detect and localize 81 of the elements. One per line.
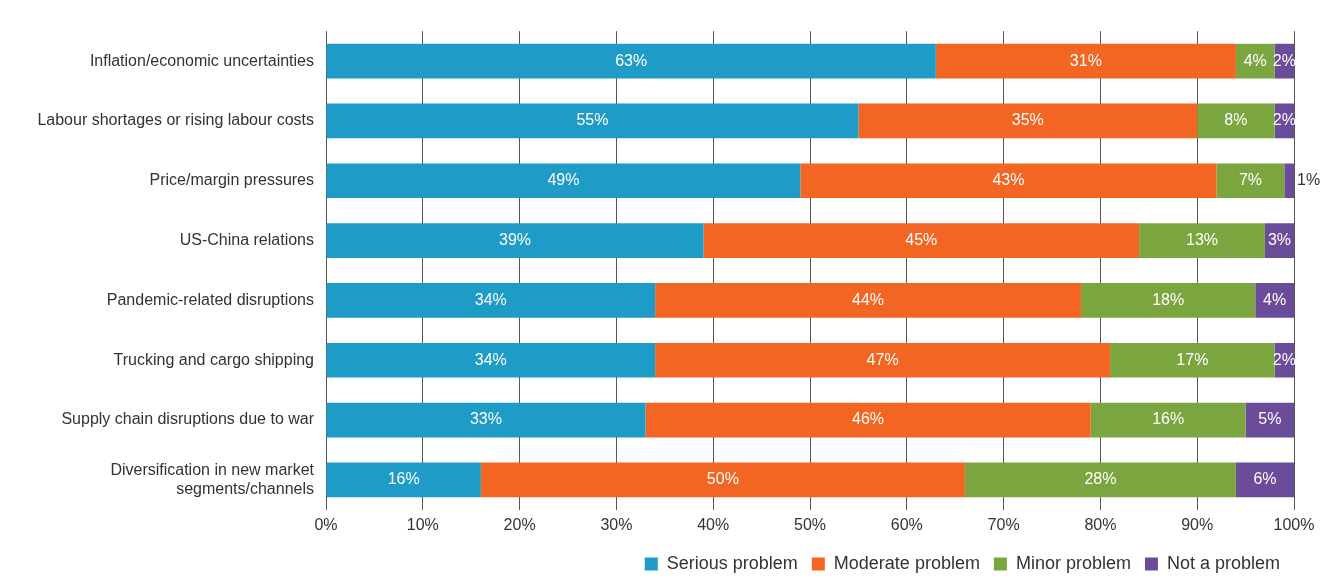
bar — [1216, 163, 1285, 199]
data-label: 45% — [905, 230, 938, 248]
data-label: 43% — [992, 171, 1025, 189]
x-tick-label: 30% — [600, 515, 633, 533]
bar — [1284, 163, 1294, 199]
x-tick-label: 40% — [697, 515, 730, 533]
bar — [1235, 462, 1294, 498]
data-label: 4% — [1243, 51, 1267, 69]
y-tick-label: Supply chain disruptions due to war — [61, 410, 315, 428]
bar — [858, 103, 1198, 139]
data-label: 50% — [706, 470, 739, 488]
bar — [964, 462, 1236, 498]
data-label: 16% — [387, 470, 420, 488]
bar — [326, 462, 481, 498]
data-label: 13% — [1186, 230, 1219, 248]
y-tick-label: Inflation/economic uncertainties — [89, 51, 314, 69]
bar — [1255, 283, 1294, 318]
bar — [326, 103, 859, 139]
data-label: 1% — [1297, 171, 1321, 189]
data-label: 2% — [1272, 51, 1296, 69]
y-tick-label: Labour shortages or rising labour costs — [37, 111, 314, 129]
y-tick-label: Pandemic-related disruptions — [106, 290, 314, 308]
data-label: 33% — [469, 410, 502, 428]
x-tick-label: 70% — [987, 515, 1020, 533]
data-label: 46% — [852, 410, 885, 428]
legend-label: Serious problem — [666, 552, 798, 573]
legend-label: Minor problem — [1015, 552, 1131, 573]
data-label: 31% — [1069, 51, 1102, 69]
y-tick-label: US-China relations — [179, 230, 314, 248]
data-label: 6% — [1253, 470, 1277, 488]
bar — [1081, 283, 1256, 318]
data-label: 39% — [498, 230, 532, 248]
data-label: 17% — [1176, 350, 1209, 368]
data-label: 49% — [547, 171, 580, 189]
data-label: 4% — [1263, 290, 1287, 308]
bar — [1090, 402, 1246, 438]
data-label: 28% — [1084, 470, 1117, 488]
y-tick-label: Trucking and cargo shipping — [113, 350, 314, 368]
bar — [326, 223, 704, 258]
bar — [703, 223, 1140, 258]
data-label: 16% — [1152, 410, 1185, 428]
data-label: 2% — [1272, 111, 1296, 129]
x-tick-label: 10% — [406, 515, 439, 533]
bar — [1139, 223, 1265, 258]
y-tick-label: Diversification in new market segments/channels — [110, 460, 315, 497]
legend-label: Not a problem — [1166, 552, 1281, 573]
bar — [326, 402, 646, 438]
data-label: 55% — [576, 111, 609, 129]
bar — [326, 342, 656, 378]
x-tick-label: 20% — [503, 515, 536, 533]
data-label: 3% — [1267, 230, 1292, 248]
x-tick-label: 80% — [1084, 515, 1117, 533]
data-label: 5% — [1258, 410, 1282, 428]
data-label: 47% — [866, 350, 899, 368]
data-label: 8% — [1224, 111, 1248, 129]
legend-label: Moderate problem — [833, 552, 980, 573]
bar — [645, 402, 1091, 438]
x-tick-label: 0% — [314, 515, 338, 533]
bar — [1197, 103, 1275, 139]
bar — [800, 163, 1217, 199]
data-label: 7% — [1238, 171, 1262, 189]
bar — [326, 163, 801, 199]
data-label: 35% — [1011, 111, 1044, 129]
y-tick-label: Price/margin pressures — [149, 171, 314, 189]
bar — [1110, 342, 1275, 378]
data-label: 63% — [615, 51, 648, 69]
data-label: 34% — [474, 290, 507, 308]
data-label: 2% — [1272, 350, 1296, 368]
data-label: 18% — [1152, 290, 1185, 308]
x-tick-label: 60% — [890, 515, 923, 533]
x-tick-label: 100% — [1273, 515, 1315, 533]
data-label: 44% — [852, 290, 885, 308]
bar — [326, 43, 936, 79]
bar — [655, 342, 1111, 378]
bar — [655, 283, 1082, 318]
bar — [935, 43, 1236, 79]
bar — [326, 283, 656, 318]
bar — [480, 462, 965, 498]
x-tick-label: 90% — [1181, 515, 1214, 533]
x-tick-label: 50% — [793, 515, 827, 533]
data-label: 34% — [474, 350, 507, 368]
